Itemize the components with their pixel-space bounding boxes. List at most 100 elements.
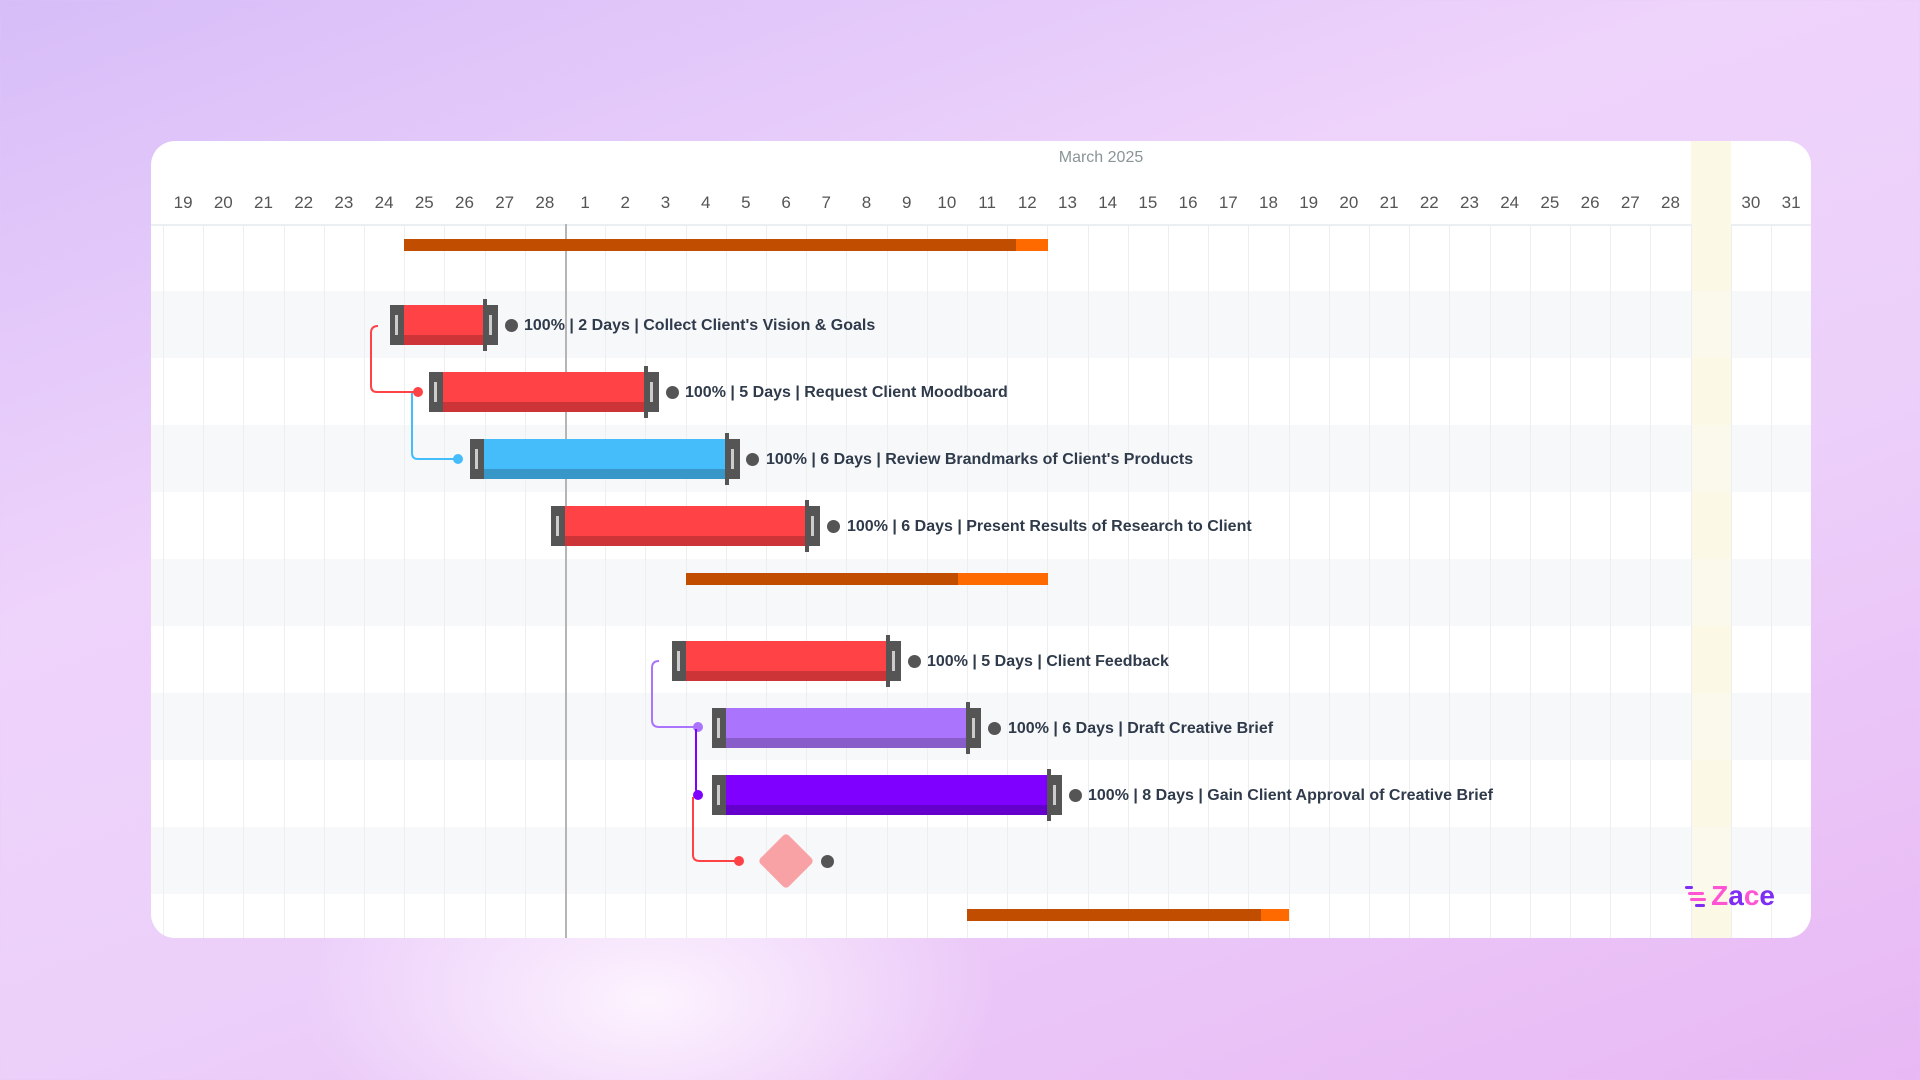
grid-line bbox=[1369, 224, 1370, 938]
day-column-label: 17 bbox=[1218, 193, 1238, 212]
day-column-label: 22 bbox=[294, 193, 314, 212]
task-label: 100% | 8 Days | Gain Client Approval of … bbox=[1088, 787, 1493, 804]
link-handle-dot[interactable] bbox=[821, 855, 834, 868]
logo-letter: a bbox=[1728, 880, 1744, 911]
day-column-label: 2 bbox=[620, 193, 631, 212]
link-handle-dot[interactable] bbox=[1069, 789, 1082, 802]
task-label: 100% | 5 Days | Request Client Moodboard bbox=[685, 384, 1008, 401]
grid-line bbox=[1690, 224, 1692, 938]
link-handle-dot[interactable] bbox=[505, 319, 518, 332]
speed-lines-icon bbox=[1685, 886, 1707, 907]
day-column-label: 28 bbox=[535, 193, 555, 212]
summary-bar[interactable] bbox=[404, 239, 1048, 251]
task-label: 100% | 6 Days | Present Results of Resea… bbox=[847, 518, 1252, 535]
grid-line bbox=[1529, 224, 1531, 938]
resize-handle-left[interactable] bbox=[429, 372, 443, 412]
task-label: 100% | 5 Days | Client Feedback bbox=[927, 653, 1169, 670]
day-column-label: 22 bbox=[1419, 193, 1439, 212]
progress-marker[interactable] bbox=[483, 299, 487, 351]
day-column-label: 20 bbox=[213, 193, 233, 212]
resize-handle-right[interactable] bbox=[1048, 775, 1062, 815]
grid-line bbox=[1570, 224, 1571, 938]
link-handle-dot[interactable] bbox=[827, 520, 840, 533]
progress-marker[interactable] bbox=[1047, 769, 1051, 821]
resize-handle-left[interactable] bbox=[470, 439, 484, 479]
grid-line bbox=[1087, 224, 1089, 938]
grid-line bbox=[1248, 224, 1250, 938]
resize-handle-left[interactable] bbox=[551, 506, 565, 546]
task-bar[interactable] bbox=[390, 299, 498, 351]
day-column-label: 14 bbox=[1098, 193, 1118, 212]
resize-handle-right[interactable] bbox=[726, 439, 740, 479]
progress-marker[interactable] bbox=[805, 500, 809, 552]
day-column-label: 9 bbox=[901, 193, 912, 212]
grid-line bbox=[524, 224, 526, 938]
day-column-label: 25 bbox=[414, 193, 434, 212]
resize-handle-left[interactable] bbox=[712, 708, 726, 748]
day-header-row: 19 20 21 22 23 24 25 26 27 28 1 2 3 4 5 6 7 8 9 10 11 12 13 14 1… bbox=[151, 193, 1811, 223]
resize-handle-right[interactable] bbox=[806, 506, 820, 546]
day-column-label: 24 bbox=[374, 193, 394, 212]
day-column-label: 26 bbox=[1580, 193, 1600, 212]
summary-bar[interactable] bbox=[967, 909, 1289, 921]
day-column-label: 12 bbox=[1017, 193, 1037, 212]
row-band bbox=[151, 827, 1811, 894]
grid-line bbox=[605, 224, 607, 938]
resize-handle-right[interactable] bbox=[484, 305, 498, 345]
grid-line bbox=[1208, 224, 1210, 938]
resize-handle-right[interactable] bbox=[887, 641, 901, 681]
grid-line bbox=[444, 224, 446, 938]
grid-line bbox=[283, 224, 285, 938]
task-bar[interactable] bbox=[712, 769, 1062, 821]
day-column-label: 4 bbox=[700, 193, 711, 212]
link-handle-dot[interactable] bbox=[666, 386, 679, 399]
task-label: 100% | 6 Days | Review Brandmarks of Cli… bbox=[766, 451, 1194, 468]
resize-handle-left[interactable] bbox=[712, 775, 726, 815]
link-handle-dot[interactable] bbox=[988, 722, 1001, 735]
row-band bbox=[151, 693, 1811, 760]
progress-marker[interactable] bbox=[966, 702, 970, 754]
link-handle-dot[interactable] bbox=[746, 453, 759, 466]
day-column-label: 25 bbox=[1540, 193, 1560, 212]
resize-handle-left[interactable] bbox=[390, 305, 404, 345]
grid-line bbox=[1449, 224, 1451, 938]
summary-progress bbox=[967, 909, 1261, 921]
progress-marker[interactable] bbox=[725, 433, 729, 485]
grid-line bbox=[1328, 224, 1330, 938]
grid-line bbox=[1771, 224, 1772, 938]
task-bar[interactable] bbox=[672, 635, 901, 687]
link-handle-dot[interactable] bbox=[908, 655, 921, 668]
day-column-label: 11 bbox=[978, 193, 996, 212]
resize-handle-right[interactable] bbox=[967, 708, 981, 748]
grid-line bbox=[645, 224, 647, 938]
task-label: 100% | 2 Days | Collect Client's Vision … bbox=[524, 317, 876, 334]
day-column-label: 18 bbox=[1259, 193, 1278, 212]
summary-progress bbox=[404, 239, 1016, 251]
day-column-label: 19 bbox=[1299, 193, 1319, 212]
day-column-label: 5 bbox=[741, 193, 751, 212]
day-column-label: 26 bbox=[455, 193, 474, 212]
day-column-label: 27 bbox=[495, 193, 515, 212]
month-label: March 2025 bbox=[1058, 149, 1144, 166]
grid-line bbox=[1288, 224, 1290, 938]
task-bar[interactable] bbox=[470, 433, 740, 485]
highlighted-day-overlay bbox=[1691, 224, 1731, 938]
grid-line bbox=[243, 224, 245, 938]
resize-handle-left[interactable] bbox=[672, 641, 686, 681]
grid-line bbox=[404, 224, 406, 938]
summary-bar[interactable] bbox=[686, 573, 1048, 585]
task-bar[interactable] bbox=[429, 366, 659, 418]
day-column-label: 10 bbox=[937, 193, 957, 212]
day-column-label: 24 bbox=[1500, 193, 1520, 212]
grid-line bbox=[1610, 224, 1612, 938]
task-bar[interactable] bbox=[712, 702, 981, 754]
day-column-label: 6 bbox=[781, 193, 791, 212]
header-divider bbox=[151, 224, 1811, 226]
resize-handle-right[interactable] bbox=[645, 372, 659, 412]
row-band bbox=[151, 559, 1811, 626]
progress-marker[interactable] bbox=[644, 366, 648, 418]
task-bar[interactable] bbox=[551, 500, 820, 552]
day-column-label: 8 bbox=[861, 193, 872, 212]
progress-marker[interactable] bbox=[886, 635, 890, 687]
